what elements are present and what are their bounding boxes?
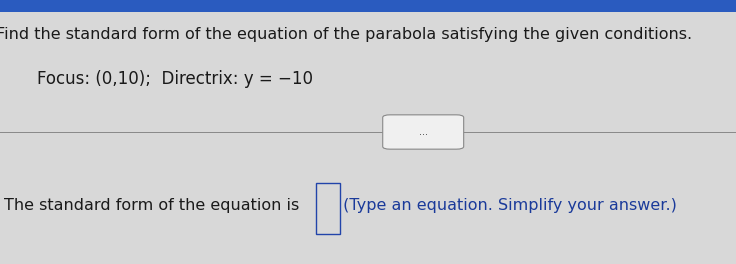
- Text: Focus: (0,10);  Directrix: y = −10: Focus: (0,10); Directrix: y = −10: [37, 70, 313, 88]
- Text: The standard form of the equation is: The standard form of the equation is: [4, 199, 299, 213]
- FancyBboxPatch shape: [0, 0, 736, 12]
- Text: ...: ...: [419, 127, 428, 137]
- Text: Find the standard form of the equation of the parabola satisfying the given cond: Find the standard form of the equation o…: [0, 27, 693, 42]
- FancyBboxPatch shape: [383, 115, 464, 149]
- Text: (Type an equation. Simplify your answer.): (Type an equation. Simplify your answer.…: [338, 199, 676, 213]
- FancyBboxPatch shape: [316, 183, 340, 234]
